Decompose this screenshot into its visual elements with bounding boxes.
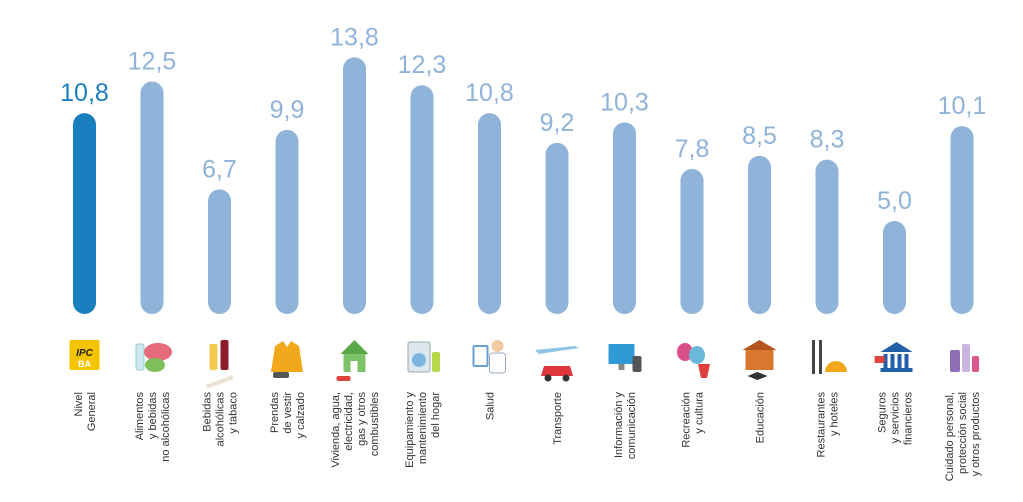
category-label-line: electricidad, xyxy=(343,392,355,451)
category-label-line: y bebidas xyxy=(147,392,159,440)
bar xyxy=(410,85,434,314)
food-meat-vegetables-icon xyxy=(135,343,172,372)
house-paint-roller-icon xyxy=(336,340,369,381)
bank-building-cards-icon xyxy=(874,342,913,372)
value-label: 8,3 xyxy=(810,126,845,154)
category-label-line: Recreación xyxy=(681,392,693,448)
category-label: Alimentos y bebidas no alcohólicas xyxy=(134,392,172,462)
category-label-line: combustibles xyxy=(369,392,381,457)
category-label-line: de vestir xyxy=(282,392,294,434)
washing-machine-appliances-icon xyxy=(407,341,440,373)
category-label-line: y servicios xyxy=(890,392,902,444)
bar xyxy=(950,126,974,314)
category-label: Transporte xyxy=(552,392,564,445)
category-label-line: gas y otros xyxy=(356,392,368,446)
category-label-line: Salud xyxy=(485,392,497,420)
bar xyxy=(343,57,366,314)
bar xyxy=(613,122,636,314)
svg-text:IPC: IPC xyxy=(76,348,93,359)
bar xyxy=(478,113,501,315)
category-label: Prendas de vestir y calzado xyxy=(269,392,307,439)
category-label: Restaurantes y hoteles xyxy=(816,392,841,458)
value-label: 7,8 xyxy=(675,135,710,163)
category-label-line: Información y xyxy=(613,392,625,459)
category-label-line: Vivienda, agua, xyxy=(330,392,342,468)
wine-bottles-cigarette-icon xyxy=(205,340,234,389)
value-label: 10,8 xyxy=(465,79,514,107)
bar xyxy=(883,221,906,314)
category-label-line: Nivel xyxy=(73,392,85,416)
category-label-line: no alcohólicas xyxy=(160,392,172,462)
category-label: Equipamiento y mantenimiento del hogar xyxy=(404,392,442,468)
category-label-line: y tabaco xyxy=(228,392,240,434)
value-label: 5,0 xyxy=(877,187,912,215)
category-label: Educación xyxy=(755,392,767,443)
category-label-line: y hoteles xyxy=(829,392,841,437)
category-label-line: Seguros xyxy=(877,392,889,433)
value-label: 12,3 xyxy=(398,51,447,79)
category-label: Seguros y servicios financieros xyxy=(877,392,915,446)
category-label-line: Prendas xyxy=(269,392,281,433)
category-label: Nivel General xyxy=(73,392,98,431)
category-label: Bebidas alcohólicas y tabaco xyxy=(202,392,240,447)
value-label: 9,9 xyxy=(270,96,305,124)
category-label: Vivienda, agua, electricidad, gas y otros c… xyxy=(330,392,381,468)
bar xyxy=(275,129,299,314)
personal-care-products-icon xyxy=(950,344,979,372)
doctor-clipboard-icon xyxy=(472,340,506,374)
category-label: Cuidado personal, protección social y otro… xyxy=(944,392,982,482)
theater-masks-popcorn-icon xyxy=(677,343,710,378)
value-label: 12,5 xyxy=(128,48,177,76)
bar xyxy=(545,142,569,314)
category-label-line: y calzado xyxy=(295,392,307,438)
value-label: 6,7 xyxy=(202,155,237,183)
category-label-line: del hogar xyxy=(430,392,442,438)
category-label-line: Equipamiento y xyxy=(404,392,416,468)
category-label-line: comunicación xyxy=(626,392,638,459)
value-label: 9,2 xyxy=(540,109,575,137)
category-labels-layer: Nivel General Alimentos y bebidas no alcohól… xyxy=(73,391,982,481)
category-label-line: mantenimiento xyxy=(417,392,429,464)
value-label: 8,5 xyxy=(742,122,777,150)
value-label: 10,1 xyxy=(938,92,987,120)
svg-text:BA: BA xyxy=(78,359,91,369)
category-label-line: General xyxy=(86,392,98,431)
value-label: 10,3 xyxy=(600,88,649,116)
category-label: Recreación y cultura xyxy=(681,391,706,448)
category-label-line: y cultura xyxy=(694,391,706,433)
bar xyxy=(748,155,771,314)
category-label-line: Cuidado personal, xyxy=(944,392,956,481)
category-label: Información y comunicación xyxy=(613,392,638,460)
computer-phone-icon xyxy=(608,344,642,372)
category-label-line: Bebidas xyxy=(202,392,214,432)
value-label: 10,8 xyxy=(60,79,109,107)
category-label-line: Transporte xyxy=(552,392,564,445)
bar xyxy=(815,159,839,314)
value-labels-layer: 10,8 12,5 6,7 9,9 13,8 12,3 10,8 9,2 10,3 7,8 8,5 8… xyxy=(60,23,986,215)
category-label-line: y otros productos xyxy=(970,392,982,477)
category-label-line: alcohólicas xyxy=(215,392,227,447)
airplane-car-icon xyxy=(535,346,579,382)
bar xyxy=(680,168,704,314)
category-label-line: financieros xyxy=(903,392,915,446)
category-label-line: protección social xyxy=(957,392,969,474)
category-label: Salud xyxy=(485,392,497,420)
cutlery-cloche-icon xyxy=(812,340,847,374)
category-label-line: Educación xyxy=(755,392,767,443)
value-label: 13,8 xyxy=(330,23,379,51)
bar xyxy=(140,81,164,314)
jacket-sneaker-icon xyxy=(271,341,303,378)
bar xyxy=(73,113,96,315)
bars-layer xyxy=(73,57,974,315)
bar xyxy=(208,189,231,314)
category-label-line: Restaurantes xyxy=(816,392,828,458)
school-graduation-cap-icon xyxy=(742,340,777,380)
category-label-line: Alimentos xyxy=(134,392,146,441)
